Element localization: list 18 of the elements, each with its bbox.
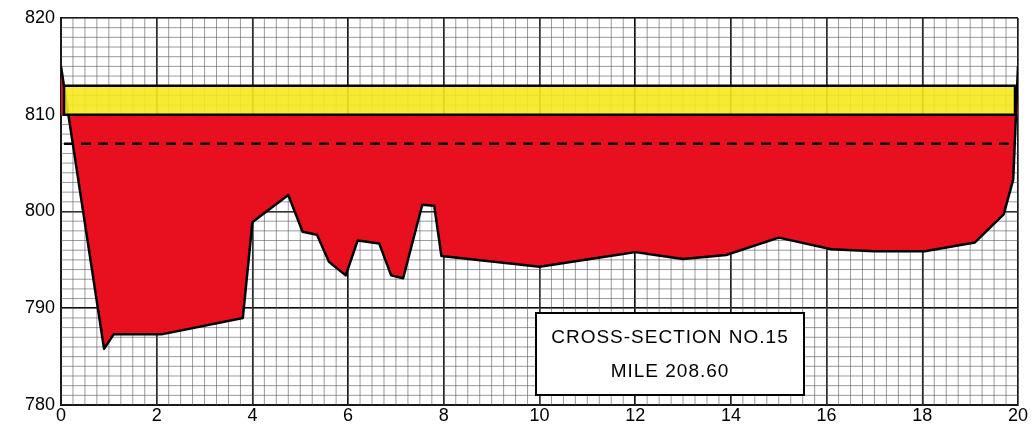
y-tick-label: 780	[24, 393, 55, 414]
y-tick-label: 810	[24, 103, 55, 124]
x-tick-label: 12	[625, 404, 646, 425]
x-tick-label: 4	[247, 404, 258, 425]
x-tick-label: 6	[343, 404, 354, 425]
y-tick-label: 820	[24, 6, 55, 27]
y-tick-label: 800	[24, 200, 55, 221]
x-tick-label: 2	[151, 404, 162, 425]
x-tick-label: 0	[55, 404, 67, 425]
x-tick-label: 20	[1007, 404, 1029, 425]
x-tick-label: 8	[438, 404, 449, 425]
annotation: MILE 208.60	[610, 360, 730, 382]
x-tick-label: 10	[529, 404, 550, 425]
x-tick-label: 18	[912, 404, 933, 425]
y-tick-label: 790	[24, 297, 55, 318]
x-tick-label: 14	[720, 404, 741, 425]
annotation: CROSS-SECTION NO.15	[551, 326, 789, 348]
x-tick-label: 16	[816, 404, 837, 425]
